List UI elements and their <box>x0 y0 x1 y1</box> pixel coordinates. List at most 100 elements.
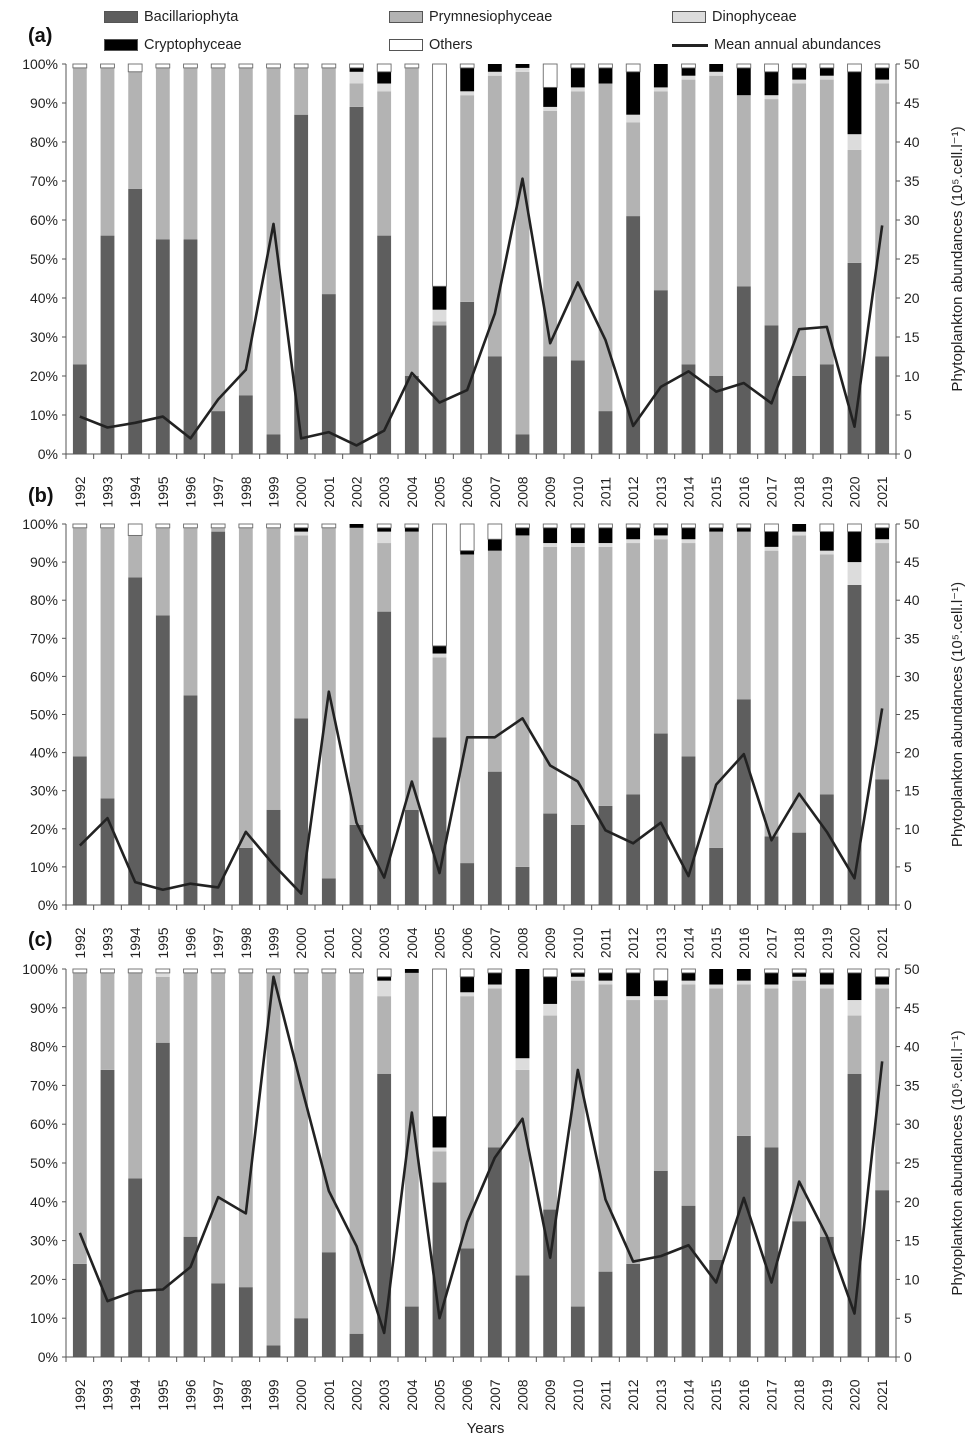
legend-item-others: Others <box>389 37 473 53</box>
bar-prymnesiophyceae-2021 <box>875 988 890 1191</box>
bar-bacillariophyta-2010 <box>570 824 585 905</box>
bar-cryptophyceae-2006 <box>460 67 475 92</box>
legend-label-cryptophyceae: Cryptophyceae <box>144 37 242 53</box>
bar-cryptophyceae-2021 <box>875 527 890 540</box>
x-tick-label: 2021 <box>874 927 890 958</box>
bar-bacillariophyta-1999 <box>266 809 281 905</box>
bar-others-1994 <box>127 63 143 73</box>
bar-dinophyceae-2014 <box>681 980 696 985</box>
bar-prymnesiophyceae-2010 <box>570 91 585 361</box>
bar-cryptophyceae-2014 <box>681 67 696 76</box>
left-tick-label: 80% <box>30 134 58 150</box>
x-tick-label: 1995 <box>155 1379 171 1410</box>
bar-others-2019 <box>819 968 835 974</box>
x-tick-label: 2017 <box>764 927 780 958</box>
x-tick-label: 2018 <box>791 1379 807 1410</box>
bar-bacillariophyta-1994 <box>128 188 143 455</box>
bar-bacillariophyta-2015 <box>709 1260 724 1357</box>
bar-others-2016 <box>736 523 752 529</box>
bar-others-2011 <box>598 63 613 69</box>
left-tick-label: 0% <box>38 1349 58 1365</box>
legend-swatch-others <box>389 39 423 51</box>
panel-label: (c) <box>28 929 52 951</box>
x-tick-label: 2014 <box>681 927 697 958</box>
right-tick-label: 0 <box>904 897 912 913</box>
x-tick-label: 1994 <box>127 927 143 958</box>
bar-bacillariophyta-2021 <box>875 779 890 905</box>
bar-dinophyceae-2020 <box>847 134 862 150</box>
legend-swatch-cryptophyceae <box>104 39 138 51</box>
x-tick-label: 1992 <box>72 927 88 958</box>
bar-prymnesiophyceae-2002 <box>349 972 364 1334</box>
bar-bacillariophyta-1994 <box>128 1178 143 1357</box>
bar-cryptophyceae-2003 <box>377 976 392 981</box>
bar-bacillariophyta-1996 <box>183 1236 198 1357</box>
line-mean-annual-abundances <box>78 690 884 895</box>
left-tick-label: 80% <box>30 1039 58 1055</box>
left-tick-label: 100% <box>22 56 58 72</box>
bar-prymnesiophyceae-2011 <box>598 984 613 1272</box>
bar-prymnesiophyceae-2011 <box>598 83 613 412</box>
bar-prymnesiophyceae-2014 <box>681 543 696 757</box>
right-tick-label: 50 <box>904 516 920 532</box>
x-tick-label: 2007 <box>487 476 503 507</box>
bar-others-2010 <box>570 63 586 69</box>
left-tick-label: 50% <box>30 251 58 267</box>
bar-prymnesiophyceae-2003 <box>377 543 392 612</box>
left-tick-label: 70% <box>30 173 58 189</box>
x-tick-label: 2015 <box>708 927 724 958</box>
bar-cryptophyceae-2013 <box>653 64 668 88</box>
right-tick-label: 10 <box>904 368 920 384</box>
x-tick-label: 2021 <box>874 476 890 507</box>
bar-others-2001 <box>321 968 337 974</box>
bar-cryptophyceae-2011 <box>598 527 613 544</box>
bar-dinophyceae-2013 <box>653 996 668 1001</box>
bar-others-2010 <box>570 968 586 974</box>
left-tick-label: 20% <box>30 1271 58 1287</box>
bar-others-1993 <box>100 968 115 974</box>
bar-bacillariophyta-2009 <box>543 356 558 454</box>
bar-cryptophyceae-2014 <box>681 527 696 540</box>
bar-bacillariophyta-2006 <box>460 301 475 454</box>
bar-prymnesiophyceae-2018 <box>792 83 807 376</box>
bar-others-2010 <box>570 523 586 529</box>
bar-bacillariophyta-2003 <box>377 1073 392 1357</box>
bar-dinophyceae-2017 <box>764 546 779 551</box>
bar-prymnesiophyceae-2008 <box>515 1069 530 1276</box>
x-tick-label: 1998 <box>238 1379 254 1410</box>
right-tick-label: 30 <box>904 668 920 684</box>
bar-dinophyceae-2005 <box>432 309 447 322</box>
x-tick-label: 1996 <box>183 927 199 958</box>
bar-prymnesiophyceae-2012 <box>626 543 641 795</box>
legend-swatch-prymnesiophyceae <box>389 11 423 23</box>
bar-dinophyceae-2012 <box>626 996 641 1001</box>
x-tick-label: 2009 <box>542 927 558 958</box>
bar-bacillariophyta-2017 <box>764 1147 779 1357</box>
bar-bacillariophyta-2018 <box>792 832 807 905</box>
bar-prymnesiophyceae-2008 <box>515 535 530 867</box>
bar-prymnesiophyceae-2019 <box>819 79 834 365</box>
left-tick-label: 40% <box>30 1194 58 1210</box>
bar-bacillariophyta-2019 <box>819 364 834 454</box>
bar-others-1993 <box>100 63 115 69</box>
bar-bacillariophyta-2014 <box>681 756 696 905</box>
bar-others-2012 <box>625 523 641 529</box>
x-tick-label: 1995 <box>155 927 171 958</box>
right-tick-label: 25 <box>904 1155 920 1171</box>
bar-dinophyceae-2003 <box>377 531 392 544</box>
bar-cryptophyceae-2019 <box>819 67 834 76</box>
x-tick-label: 2003 <box>376 1379 392 1410</box>
bar-dinophyceae-2008 <box>515 1058 530 1070</box>
bar-prymnesiophyceae-2005 <box>432 1151 447 1183</box>
bar-prymnesiophyceae-2021 <box>875 83 890 357</box>
bar-others-2009 <box>542 63 558 88</box>
panel-a: 0% 10% 20% 30% 40% 50% 60% 70% 80% 90% 100% 0 5 10 15 2… <box>22 25 966 508</box>
x-tick-label: 1997 <box>210 476 226 507</box>
bar-bacillariophyta-2018 <box>792 1221 807 1357</box>
bar-others-1997 <box>210 968 226 974</box>
bar-bacillariophyta-2013 <box>653 733 668 905</box>
x-tick-label: 2016 <box>736 476 752 507</box>
x-tick-label: 2001 <box>321 476 337 507</box>
bar-prymnesiophyceae-2009 <box>543 110 558 357</box>
left-tick-label: 30% <box>30 329 58 345</box>
